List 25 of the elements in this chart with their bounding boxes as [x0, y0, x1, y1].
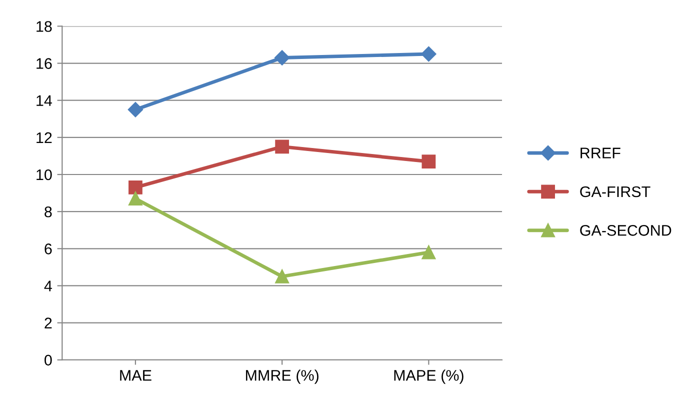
point	[422, 154, 436, 168]
x-tick-label: MMRE (%)	[246, 370, 318, 384]
y-tick-label: 10	[36, 169, 52, 180]
legend-label: RREF	[580, 148, 620, 158]
y-tick-label: 2	[44, 318, 52, 328]
y-tick-label: 4	[44, 280, 52, 292]
point	[421, 46, 436, 62]
point	[128, 102, 144, 118]
point	[128, 180, 142, 194]
y-tick-label: 0	[44, 354, 52, 366]
y-tick-label: 14	[36, 95, 52, 106]
point	[274, 50, 290, 66]
y-tick-label: 16	[36, 58, 52, 69]
legend-label: GA-SECOND	[580, 225, 672, 236]
legend-label: GA-FIRST	[580, 186, 650, 198]
y-tick-label: 8	[44, 206, 52, 218]
point	[422, 245, 436, 260]
y-tick-label: 18	[36, 21, 52, 32]
x-tick-label: MAPE (%)	[394, 370, 464, 384]
y-tick-label: 12	[36, 132, 52, 143]
point	[275, 140, 290, 154]
y-tick-label: 6	[44, 244, 52, 254]
x-tick-label: MAE	[120, 370, 152, 381]
point	[128, 192, 142, 206]
point	[275, 270, 290, 284]
